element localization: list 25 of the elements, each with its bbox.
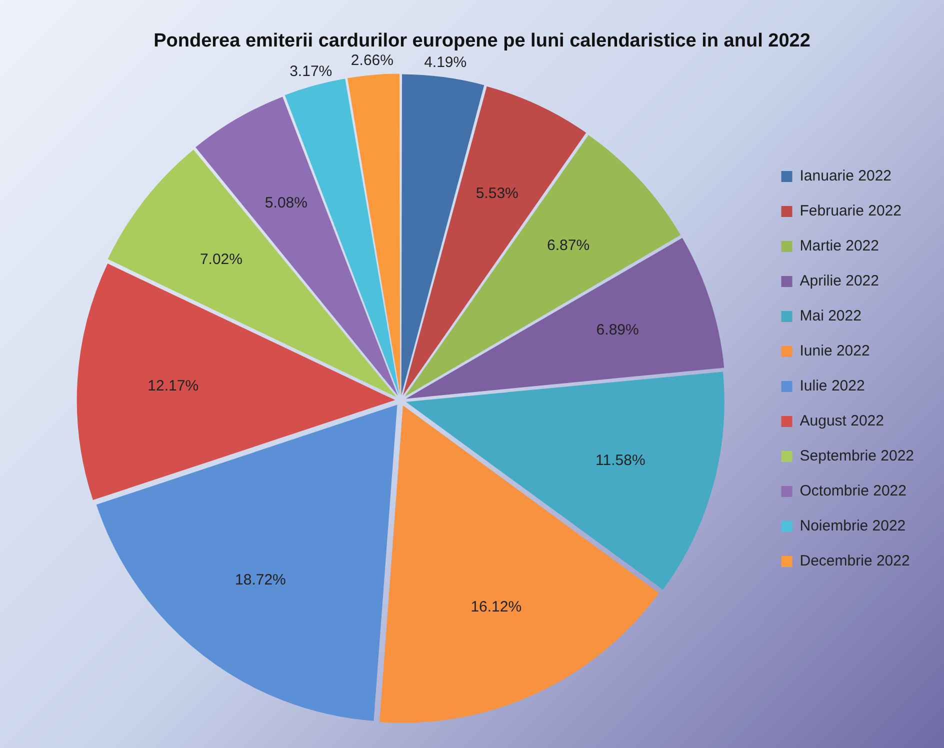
data-label: 5.53% <box>476 185 518 202</box>
legend-label: Decembrie 2022 <box>800 552 910 570</box>
data-label: 2.66% <box>350 52 394 70</box>
legend-label: Ianuarie 2022 <box>800 168 892 185</box>
legend-label: August 2022 <box>800 412 884 430</box>
data-label: 16.12% <box>470 598 522 616</box>
legend-label: Octombrie 2022 <box>800 482 906 500</box>
data-label: 18.72% <box>235 571 286 588</box>
legend-label: Iunie 2022 <box>800 342 870 360</box>
legend-label: Noiembrie 2022 <box>800 518 906 535</box>
data-label: 3.17% <box>290 62 332 80</box>
data-label: 11.58% <box>596 452 646 469</box>
legend-label: Septembrie 2022 <box>800 448 914 465</box>
chart-title: Ponderea emiterii cardurilor europene pe luni calendaristice in anul 2022 <box>154 30 810 52</box>
legend-label: Aprilie 2022 <box>800 272 879 290</box>
legend-label: Martie 2022 <box>800 238 879 255</box>
data-label: 6.89% <box>596 322 639 339</box>
data-label: 6.87% <box>547 237 590 254</box>
legend-label: Februarie 2022 <box>800 202 902 220</box>
legend-label: Mai 2022 <box>800 308 862 325</box>
data-label: 4.19% <box>424 54 467 71</box>
legend-label: Iulie 2022 <box>800 378 865 395</box>
data-label: 7.02% <box>200 250 242 268</box>
data-label: 5.08% <box>264 194 308 212</box>
data-label: 12.17% <box>148 377 199 394</box>
